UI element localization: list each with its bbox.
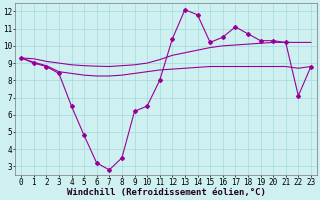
X-axis label: Windchill (Refroidissement éolien,°C): Windchill (Refroidissement éolien,°C) bbox=[67, 188, 266, 197]
